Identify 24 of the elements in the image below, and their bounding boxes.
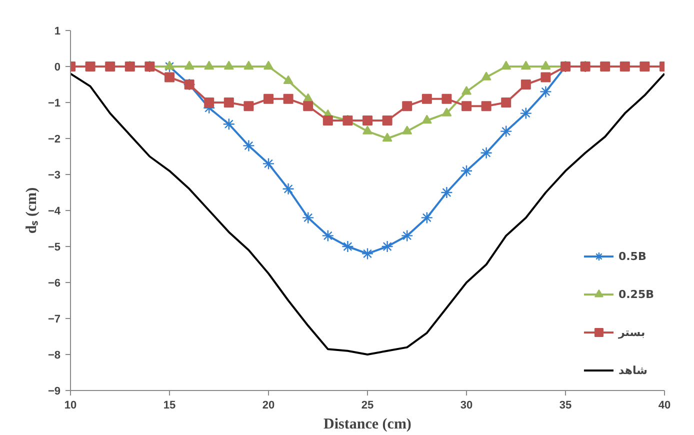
- x-tick-label: 20: [262, 400, 275, 412]
- legend-label: 0.5B: [618, 250, 646, 262]
- y-axis-title: dₛ (cm): [24, 187, 40, 234]
- y-tick-label: −5: [48, 242, 61, 254]
- x-axis-title: Distance (cm): [324, 416, 412, 432]
- y-tick-label: 1: [54, 26, 61, 38]
- x-tick-label: 30: [460, 400, 473, 412]
- y-tick-label: −3: [48, 170, 61, 182]
- x-tick-label: 40: [658, 400, 671, 412]
- y-tick-label: −9: [48, 386, 61, 398]
- x-tick-label: 15: [163, 400, 176, 412]
- x-tick-label: 10: [64, 400, 77, 412]
- legend-label: شاهد: [618, 364, 648, 376]
- legend-label: بستر: [618, 326, 646, 338]
- x-tick-label: 25: [361, 400, 374, 412]
- legend-label: 0.25B: [618, 288, 654, 300]
- y-tick-label: −4: [48, 206, 62, 218]
- y-tick-label: −7: [48, 314, 61, 326]
- y-tick-label: −1: [48, 98, 61, 110]
- y-tick-label: −8: [48, 350, 61, 362]
- y-tick-label: 0: [54, 62, 61, 74]
- y-tick-label: −2: [48, 134, 61, 146]
- y-tick-label: −6: [48, 278, 61, 290]
- x-tick-label: 35: [559, 400, 572, 412]
